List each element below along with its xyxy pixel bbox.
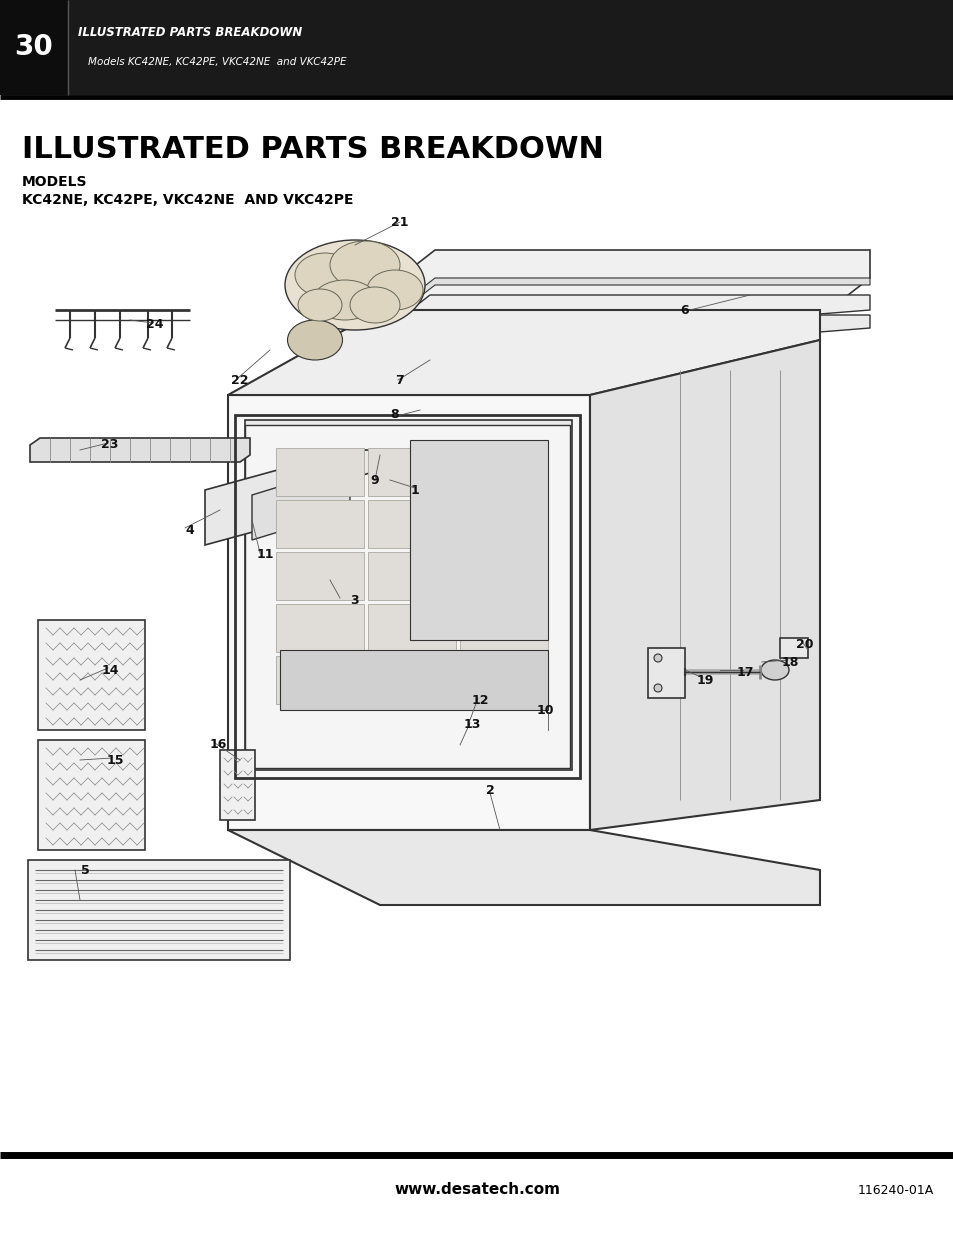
- Polygon shape: [629, 340, 820, 800]
- Polygon shape: [228, 830, 820, 905]
- Polygon shape: [385, 315, 869, 363]
- Polygon shape: [385, 295, 869, 345]
- Bar: [459, 448, 547, 496]
- Bar: [459, 552, 547, 600]
- Polygon shape: [30, 438, 250, 462]
- Text: 11: 11: [256, 548, 274, 562]
- Bar: [459, 604, 547, 652]
- Polygon shape: [228, 395, 589, 830]
- Ellipse shape: [285, 240, 424, 330]
- Polygon shape: [245, 425, 569, 768]
- Text: 8: 8: [391, 409, 399, 421]
- Text: 9: 9: [371, 473, 379, 487]
- Text: 17: 17: [736, 666, 753, 678]
- Polygon shape: [28, 860, 290, 960]
- Polygon shape: [205, 450, 379, 545]
- Text: 14: 14: [101, 663, 118, 677]
- Bar: [368, 656, 456, 704]
- Ellipse shape: [654, 684, 661, 692]
- Text: MODELS: MODELS: [22, 175, 88, 189]
- Bar: [275, 552, 364, 600]
- Ellipse shape: [654, 655, 661, 662]
- Text: 19: 19: [696, 673, 713, 687]
- Bar: [0, 0, 953, 95]
- Text: 2: 2: [485, 783, 494, 797]
- Ellipse shape: [367, 270, 422, 310]
- Text: 12: 12: [471, 694, 488, 706]
- Polygon shape: [390, 278, 869, 320]
- Polygon shape: [252, 466, 350, 540]
- Text: 23: 23: [101, 438, 118, 452]
- Ellipse shape: [330, 241, 399, 289]
- Text: 10: 10: [536, 704, 553, 716]
- Text: 15: 15: [106, 753, 124, 767]
- Polygon shape: [410, 440, 547, 640]
- Text: 24: 24: [146, 319, 164, 331]
- Bar: [368, 448, 456, 496]
- Bar: [0, 0, 68, 95]
- Text: 4: 4: [186, 524, 194, 536]
- Text: 16: 16: [209, 739, 227, 752]
- Ellipse shape: [313, 280, 376, 320]
- Bar: [459, 500, 547, 548]
- Text: 7: 7: [395, 373, 404, 387]
- Ellipse shape: [287, 320, 342, 359]
- Text: KC42NE, KC42PE, VKC42NE  AND VKC42PE: KC42NE, KC42PE, VKC42NE AND VKC42PE: [22, 193, 354, 207]
- Polygon shape: [38, 740, 145, 850]
- Text: ILLUSTRATED PARTS BREAKDOWN: ILLUSTRATED PARTS BREAKDOWN: [78, 26, 302, 38]
- Text: 13: 13: [463, 719, 480, 731]
- Polygon shape: [280, 650, 547, 710]
- Bar: [368, 552, 456, 600]
- Text: 3: 3: [351, 594, 359, 606]
- Polygon shape: [220, 750, 254, 820]
- Polygon shape: [647, 648, 684, 698]
- Text: 18: 18: [781, 656, 798, 668]
- Polygon shape: [390, 249, 869, 312]
- Bar: [275, 656, 364, 704]
- Polygon shape: [245, 420, 572, 769]
- Ellipse shape: [350, 287, 399, 324]
- Polygon shape: [390, 285, 395, 320]
- Polygon shape: [228, 310, 820, 395]
- Polygon shape: [38, 620, 145, 730]
- Bar: [275, 500, 364, 548]
- Bar: [368, 500, 456, 548]
- Text: 21: 21: [391, 215, 408, 228]
- Text: 20: 20: [796, 638, 813, 652]
- Bar: [459, 656, 547, 704]
- Text: 116240-01A: 116240-01A: [857, 1183, 933, 1197]
- Text: Models KC42NE, KC42PE, VKC42NE  and VKC42PE: Models KC42NE, KC42PE, VKC42NE and VKC42…: [88, 57, 346, 67]
- Bar: [275, 604, 364, 652]
- Bar: [275, 448, 364, 496]
- Text: 22: 22: [231, 373, 249, 387]
- Polygon shape: [268, 440, 552, 710]
- Text: ILLUSTRATED PARTS BREAKDOWN: ILLUSTRATED PARTS BREAKDOWN: [22, 135, 603, 164]
- Ellipse shape: [297, 289, 341, 321]
- Polygon shape: [780, 638, 807, 658]
- Text: 1: 1: [410, 483, 419, 496]
- Text: 30: 30: [14, 33, 53, 61]
- Polygon shape: [589, 340, 820, 830]
- Text: www.desatech.com: www.desatech.com: [394, 1182, 559, 1198]
- Bar: [368, 604, 456, 652]
- Ellipse shape: [760, 659, 788, 680]
- Ellipse shape: [294, 253, 355, 296]
- Text: 6: 6: [680, 304, 689, 316]
- Text: 5: 5: [81, 863, 90, 877]
